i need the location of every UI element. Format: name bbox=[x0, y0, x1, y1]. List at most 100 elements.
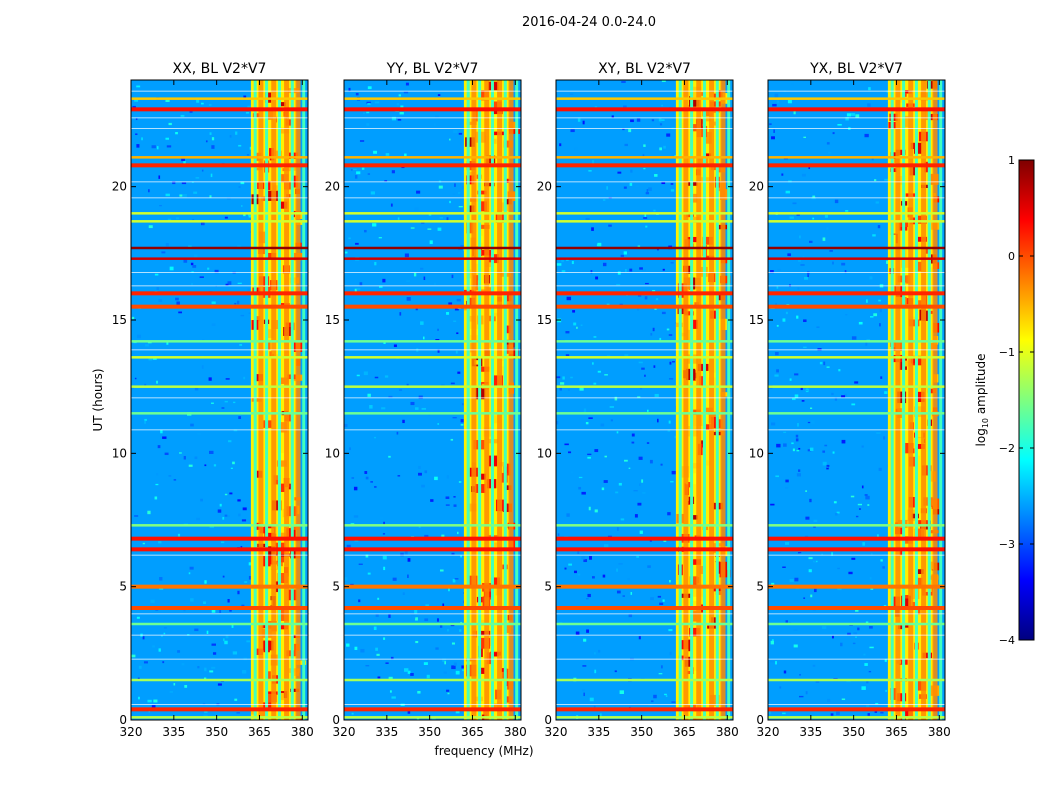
noise-speck bbox=[201, 102, 204, 105]
noise-speck bbox=[823, 361, 826, 366]
noise-speck bbox=[855, 636, 857, 638]
noise-speck bbox=[636, 555, 640, 558]
noise-speck bbox=[424, 618, 429, 622]
bright-channel bbox=[921, 80, 927, 720]
noise-speck bbox=[445, 504, 450, 506]
noise-speck bbox=[830, 713, 834, 716]
noise-speck bbox=[621, 81, 626, 83]
noise-speck bbox=[577, 118, 581, 122]
rfi-block bbox=[922, 310, 931, 321]
noise-speck bbox=[607, 535, 612, 538]
gap-line bbox=[768, 197, 945, 199]
rfi-block bbox=[684, 311, 694, 316]
noise-speck bbox=[643, 167, 646, 170]
horizontal-band bbox=[344, 412, 521, 415]
noise-speck bbox=[796, 717, 798, 720]
noise-speck bbox=[797, 287, 800, 290]
rfi-block bbox=[502, 503, 512, 513]
rfi-block bbox=[479, 289, 488, 293]
noise-speck bbox=[804, 535, 809, 538]
noise-speck bbox=[351, 712, 354, 715]
noise-speck bbox=[862, 542, 865, 546]
noise-speck bbox=[822, 461, 827, 466]
noise-speck bbox=[422, 336, 425, 340]
noise-speck bbox=[836, 511, 840, 514]
noise-speck bbox=[391, 170, 395, 174]
noise-speck bbox=[236, 300, 240, 305]
noise-speck bbox=[807, 449, 812, 452]
noise-speck bbox=[436, 618, 439, 622]
rfi-block bbox=[706, 153, 712, 157]
rfi-block bbox=[899, 548, 904, 556]
colorbar-tick-label: −3 bbox=[999, 538, 1015, 551]
gap-line bbox=[556, 429, 733, 431]
noise-speck bbox=[630, 592, 633, 595]
noise-speck bbox=[227, 598, 230, 603]
noise-speck bbox=[616, 283, 621, 286]
noise-speck bbox=[594, 449, 599, 453]
noise-speck bbox=[355, 242, 359, 245]
gap-line bbox=[131, 272, 308, 273]
gap-line bbox=[556, 658, 733, 660]
horizontal-band bbox=[131, 304, 308, 309]
x-tick-label: 335 bbox=[162, 725, 185, 739]
horizontal-band bbox=[556, 107, 733, 112]
gap-line bbox=[768, 658, 945, 660]
noise-speck bbox=[184, 685, 188, 688]
noise-speck bbox=[452, 417, 457, 419]
noise-speck bbox=[660, 463, 663, 466]
noise-speck bbox=[224, 493, 228, 496]
noise-speck bbox=[239, 344, 243, 346]
noise-speck bbox=[771, 136, 775, 140]
noise-speck bbox=[443, 671, 448, 674]
noise-speck bbox=[219, 609, 222, 614]
noise-speck bbox=[242, 507, 247, 511]
noise-speck bbox=[643, 144, 646, 147]
noise-speck bbox=[415, 308, 418, 311]
noise-speck bbox=[227, 281, 232, 285]
noise-speck bbox=[441, 534, 445, 538]
noise-speck bbox=[783, 670, 787, 674]
noise-speck bbox=[399, 312, 402, 316]
rfi-block bbox=[266, 110, 274, 120]
noise-speck bbox=[812, 217, 815, 220]
noise-speck bbox=[866, 704, 870, 708]
noise-speck bbox=[587, 593, 591, 598]
noise-speck bbox=[366, 101, 371, 104]
noise-speck bbox=[406, 540, 409, 542]
noise-speck bbox=[402, 592, 405, 596]
noise-speck bbox=[246, 154, 250, 156]
noise-speck bbox=[771, 639, 774, 643]
noise-speck bbox=[582, 120, 585, 125]
noise-speck bbox=[669, 361, 672, 365]
noise-speck bbox=[240, 314, 245, 317]
colorbar-tick-label: 0 bbox=[1008, 250, 1015, 263]
noise-speck bbox=[556, 263, 562, 266]
noise-speck bbox=[668, 334, 673, 336]
noise-speck bbox=[666, 328, 670, 331]
noise-speck bbox=[178, 311, 183, 314]
gap-line bbox=[131, 285, 308, 287]
gap-line bbox=[344, 397, 521, 399]
rfi-block bbox=[897, 275, 907, 283]
noise-speck bbox=[244, 581, 248, 583]
noise-speck bbox=[177, 650, 181, 653]
noise-speck bbox=[608, 224, 612, 227]
noise-speck bbox=[220, 541, 225, 544]
noise-speck bbox=[181, 182, 187, 185]
panel-frame bbox=[343, 79, 522, 721]
noise-speck bbox=[666, 133, 671, 137]
noise-speck bbox=[561, 259, 564, 263]
noise-speck bbox=[861, 686, 866, 690]
noise-speck bbox=[208, 377, 212, 381]
horizontal-band bbox=[131, 163, 308, 168]
noise-speck bbox=[428, 413, 431, 416]
rfi-block bbox=[273, 475, 281, 485]
noise-speck bbox=[602, 199, 606, 202]
horizontal-band bbox=[768, 536, 945, 541]
rfi-block bbox=[254, 316, 261, 322]
noise-speck bbox=[182, 194, 187, 198]
noise-speck bbox=[588, 506, 591, 511]
noise-speck bbox=[793, 111, 796, 115]
noise-speck bbox=[354, 175, 358, 179]
